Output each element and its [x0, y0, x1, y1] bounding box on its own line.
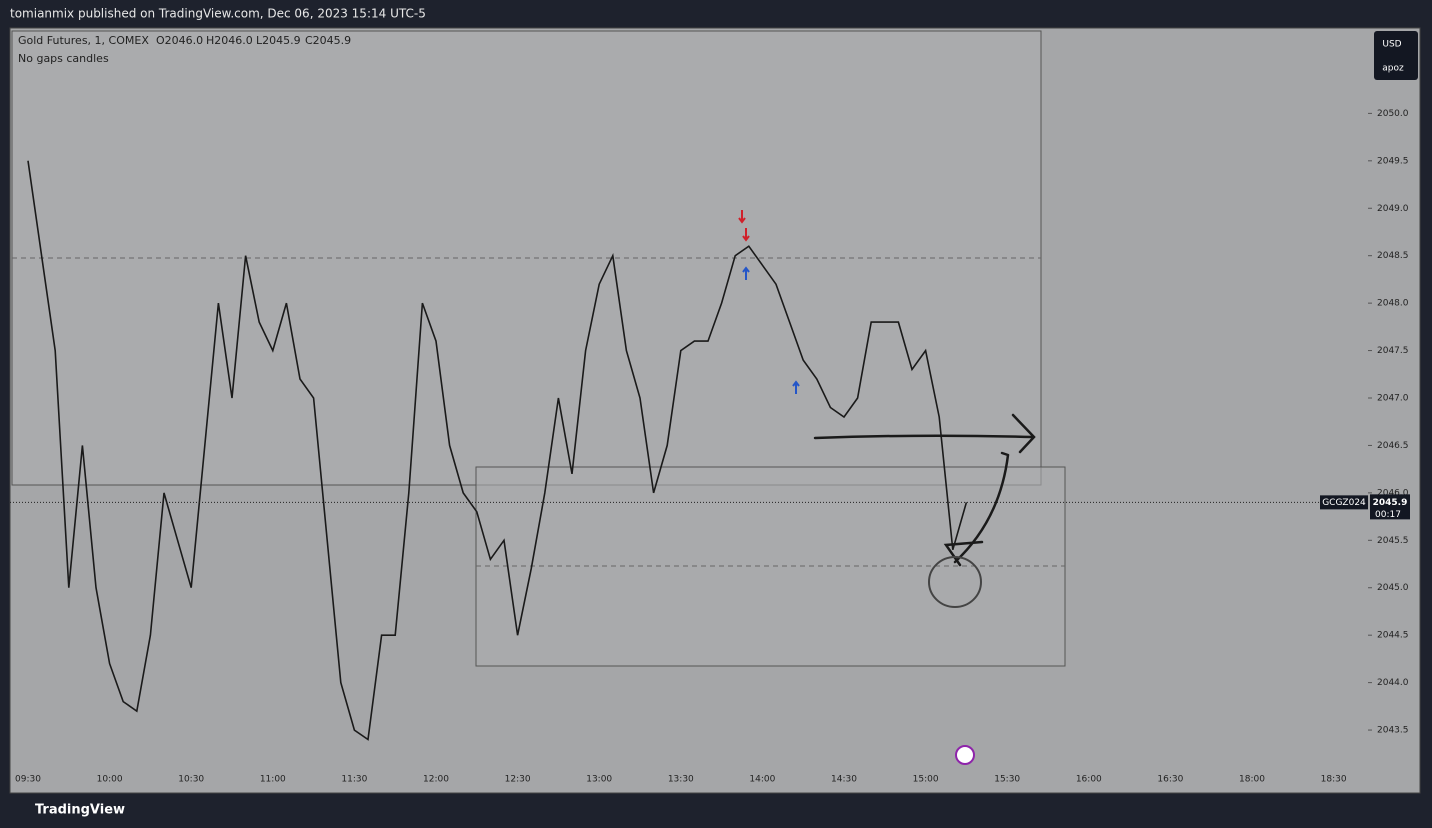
x-tick-label: 11:30: [341, 775, 367, 785]
x-tick-label: 16:30: [1157, 775, 1183, 785]
x-tick-label: 15:00: [913, 775, 939, 785]
legend-symbol: Gold Futures, 1, COMEX: [18, 34, 149, 47]
price-line: [27, 160, 968, 741]
y-tick-label: 2048.0: [1377, 299, 1409, 309]
x-tick-label: 11:00: [260, 775, 286, 785]
x-tick-label: 13:30: [668, 775, 694, 785]
buy-markers: [742, 266, 800, 394]
legend-low: L2045.9: [256, 34, 301, 47]
currency: USD: [1382, 40, 1401, 50]
event-icon[interactable]: [955, 745, 975, 765]
x-tick-label: 18:30: [1321, 775, 1347, 785]
x-tick-label: 15:30: [994, 775, 1020, 785]
y-tick-label: 2047.5: [1377, 346, 1409, 356]
x-tick-label: 16:00: [1076, 775, 1102, 785]
y-tick-label: 2048.5: [1377, 251, 1409, 261]
y-tick-label: 2044.5: [1377, 631, 1409, 641]
account: apoz: [1382, 64, 1404, 74]
marks: [10, 160, 1320, 741]
x-tick-label: 10:30: [178, 775, 204, 785]
countdown: 00:17: [1375, 510, 1401, 520]
header: tomianmix published on TradingView.com, …: [10, 7, 426, 21]
y-tick-label: 2045.5: [1377, 536, 1409, 546]
drawn-arrow: [813, 413, 1036, 454]
y-tick-label: 2047.0: [1377, 394, 1409, 404]
x-tick-label: 12:30: [505, 775, 531, 785]
legend-subtitle: No gaps candles: [18, 52, 109, 65]
y-tick-label: 2049.0: [1377, 204, 1409, 214]
x-tick-label: 14:30: [831, 775, 857, 785]
x-tick-label: 10:00: [97, 775, 123, 785]
x-tick-label: 18:00: [1239, 775, 1265, 785]
y-tick-label: 2046.0: [1377, 488, 1409, 498]
x-tick-label: 13:00: [586, 775, 612, 785]
currency-box[interactable]: [1374, 31, 1418, 80]
y-tick-label: 2050.0: [1377, 109, 1409, 119]
drawings: [813, 413, 1036, 608]
y-tick-label: 2044.0: [1377, 678, 1409, 688]
x-tick-label: 14:00: [749, 775, 775, 785]
y-tick-label: 2043.5: [1377, 726, 1409, 736]
x-tick-label: 09:30: [15, 775, 41, 785]
x-tick-label: 12:00: [423, 775, 449, 785]
legend-open: O2046.0: [156, 34, 203, 47]
price-tag: [1370, 494, 1410, 520]
symbol-label: GCGZ024: [1322, 498, 1366, 508]
last-price-label: 2045.9: [1373, 498, 1408, 508]
drawn-hook: [943, 540, 984, 567]
legend-high: H2046.0: [206, 34, 253, 47]
drawn-circle: [928, 556, 982, 608]
sell-markers: [738, 210, 750, 242]
symbol-tag: [1320, 495, 1368, 510]
y-tick-label: 2049.5: [1377, 156, 1409, 166]
drawn-curve: [953, 451, 1010, 564]
y-tick-label: 2045.0: [1377, 583, 1409, 593]
footer-brand: TradingView: [35, 803, 125, 818]
y-tick-label: 2046.5: [1377, 441, 1409, 451]
legend-close: C2045.9: [305, 34, 351, 47]
